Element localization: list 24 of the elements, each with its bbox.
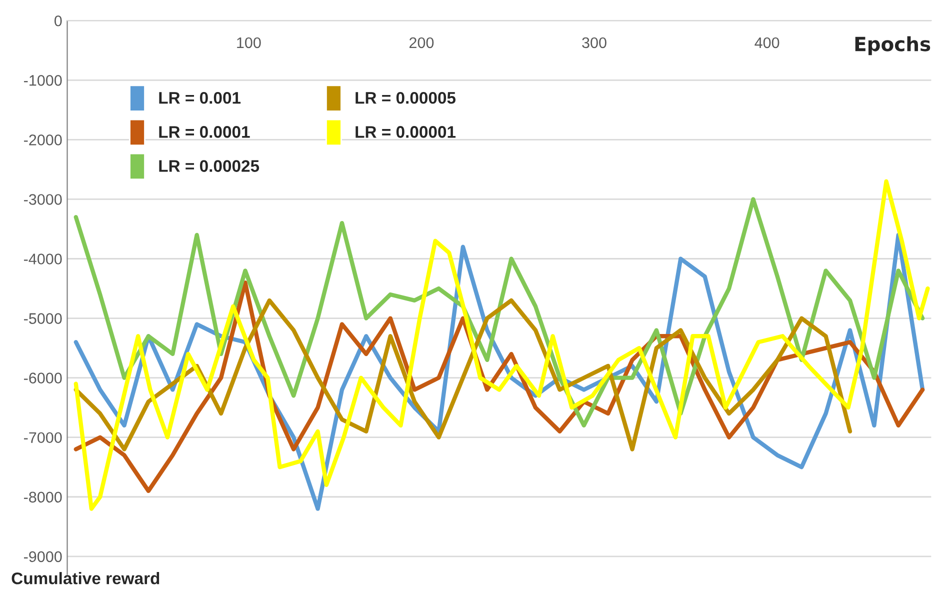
legend-label: LR = 0.00025 bbox=[159, 160, 260, 172]
y-tick-label: -5000 bbox=[24, 313, 62, 324]
y-tick-label: -8000 bbox=[24, 492, 62, 503]
legend-label: LR = 0.00001 bbox=[356, 126, 456, 138]
y-tick-label: -9000 bbox=[24, 551, 62, 562]
y-tick-label: -2000 bbox=[24, 134, 62, 146]
y-tick-label: -7000 bbox=[24, 432, 62, 444]
legend-label: LR = 0.001 bbox=[159, 92, 241, 104]
y-axis-title: Cumulative reward bbox=[12, 572, 160, 584]
x-tick-label: 100 bbox=[237, 37, 261, 48]
x-tick-label: 400 bbox=[754, 37, 780, 48]
x-tick-label: 300 bbox=[582, 37, 606, 48]
x-axis-title: Epochs bbox=[855, 36, 930, 56]
y-tick-label: -3000 bbox=[24, 194, 62, 205]
line-series bbox=[74, 179, 930, 511]
line-series bbox=[74, 298, 852, 452]
legend-label: LR = 0.00005 bbox=[356, 92, 456, 104]
legend-label: LR = 0.0001 bbox=[159, 126, 250, 138]
x-tick-label: 200 bbox=[409, 37, 434, 48]
y-tick-label: 0 bbox=[54, 15, 62, 26]
y-tick-label: -4000 bbox=[24, 254, 62, 264]
line-series bbox=[74, 197, 925, 428]
y-tick-label: -6000 bbox=[24, 372, 62, 384]
y-tick-label: -1000 bbox=[24, 75, 62, 86]
